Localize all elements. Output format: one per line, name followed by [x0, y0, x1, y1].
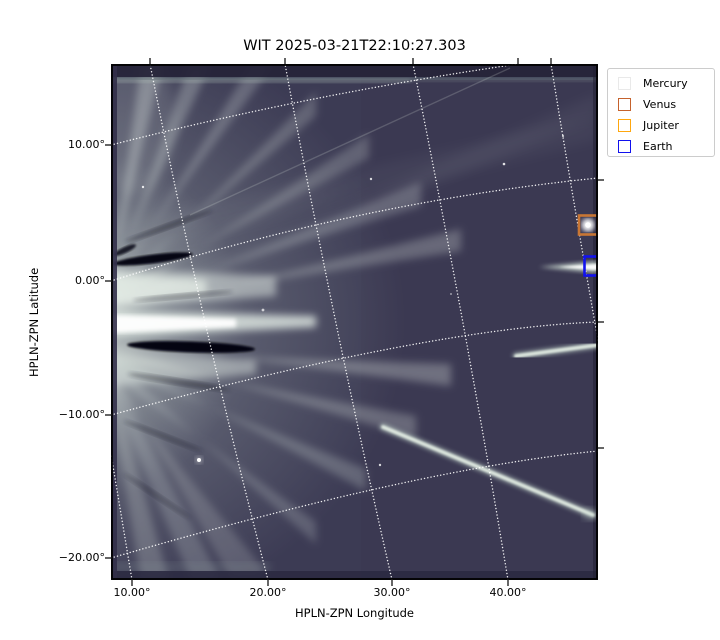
plot-title: WIT 2025-03-21T22:10:27.303	[243, 38, 466, 54]
earth-marker	[583, 255, 598, 277]
plot-canvas	[111, 64, 598, 580]
y-tick-label: 0.00°	[75, 274, 105, 287]
legend-item-jupiter: Jupiter	[608, 115, 714, 136]
mercury-swatch-icon	[618, 77, 631, 90]
heliospheric-image	[111, 64, 598, 580]
legend-item-venus: Venus	[608, 94, 714, 115]
legend-item-earth: Earth	[608, 136, 714, 157]
legend-item-label: Venus	[643, 98, 677, 111]
x-tick-label: 40.00°	[489, 586, 527, 599]
legend-item-mercury: Mercury	[608, 73, 714, 94]
x-tick-label: 20.00°	[249, 586, 287, 599]
y-axis-label: HPLN-ZPN Latitude	[27, 267, 41, 378]
y-tick-label: 10.00°	[68, 138, 105, 151]
venus-swatch-icon	[618, 98, 631, 111]
y-tick-label: −20.00°	[58, 551, 105, 564]
legend-item-label: Mercury	[643, 77, 688, 90]
earth-swatch-icon	[618, 140, 631, 153]
venus-marker	[577, 214, 598, 236]
legend-item-label: Jupiter	[643, 119, 679, 132]
y-tick-label: −10.00°	[58, 408, 105, 421]
x-tick-label: 30.00°	[373, 586, 411, 599]
jupiter-swatch-icon	[618, 119, 631, 132]
x-tick-label: 10.00°	[113, 586, 151, 599]
x-axis-label: HPLN-ZPN Longitude	[294, 606, 414, 620]
legend: Mercury Venus Jupiter Earth	[607, 68, 715, 157]
legend-item-label: Earth	[643, 140, 673, 153]
